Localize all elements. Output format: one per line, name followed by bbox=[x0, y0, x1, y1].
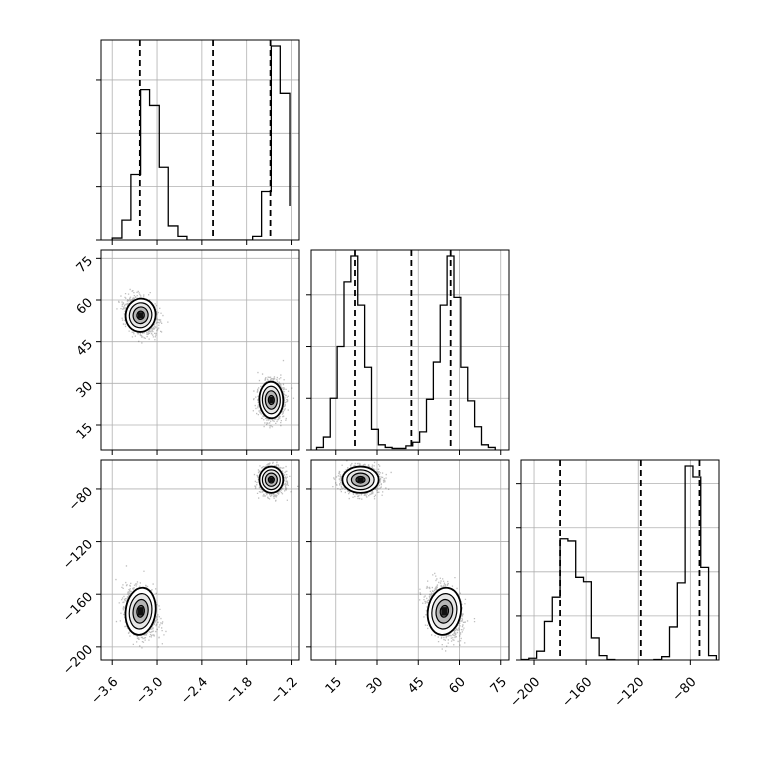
x-tick-label-p3: −120 bbox=[612, 675, 648, 711]
y-tick-label-p2: 75 bbox=[74, 254, 96, 276]
histogram-panel-2 bbox=[306, 249, 510, 455]
y-tick-label-p2: 45 bbox=[74, 337, 96, 359]
density-peak bbox=[269, 396, 274, 404]
x-tick-label-p2: 45 bbox=[405, 675, 427, 697]
density-peak bbox=[441, 607, 448, 616]
x-tick-label-p2: 15 bbox=[323, 675, 345, 697]
x-tick-label-p1: −3.6 bbox=[89, 675, 122, 708]
histogram-step bbox=[111, 45, 291, 240]
x-tick-label-p3: −200 bbox=[507, 675, 543, 711]
scatter-points bbox=[332, 460, 476, 652]
scatter-frame bbox=[100, 459, 300, 661]
y-tick-label-p3: −160 bbox=[60, 590, 96, 626]
histogram-frame bbox=[310, 249, 510, 451]
histogram-panel-1 bbox=[96, 39, 300, 245]
y-tick-label-p2: 60 bbox=[74, 295, 96, 317]
x-tick-label-p2: 60 bbox=[446, 675, 468, 697]
density-peak bbox=[269, 477, 274, 483]
y-tick-label-p2: 30 bbox=[74, 379, 96, 401]
x-tick-label-p3: −160 bbox=[560, 675, 596, 711]
x-tick-label-p1: −1.2 bbox=[268, 675, 301, 708]
density-peak bbox=[357, 477, 364, 483]
histogram-frame bbox=[100, 39, 300, 241]
histogram-step bbox=[315, 255, 496, 450]
x-tick-label-p1: −3.0 bbox=[133, 675, 166, 708]
histogram-frame bbox=[520, 459, 720, 661]
x-tick-label-p2: 30 bbox=[364, 675, 386, 697]
x-tick-label-p2: 75 bbox=[488, 675, 510, 697]
x-tick-label-p3: −80 bbox=[670, 675, 700, 705]
x-tick-label-p1: −1.8 bbox=[223, 675, 256, 708]
density-peak bbox=[137, 607, 144, 616]
scatter-points bbox=[116, 288, 295, 429]
density-peak bbox=[137, 312, 144, 319]
y-tick-label-p3: −120 bbox=[60, 537, 96, 573]
scatter-panel-2-3 bbox=[306, 459, 510, 665]
scatter-panel-1-3 bbox=[96, 459, 300, 665]
scatter-points bbox=[115, 461, 299, 649]
scatter-frame bbox=[100, 249, 300, 451]
histogram-step bbox=[521, 465, 718, 660]
y-tick-label-p2: 15 bbox=[74, 420, 96, 442]
scatter-panel-1-2 bbox=[96, 249, 300, 455]
scatter-frame bbox=[310, 459, 510, 661]
histogram-panel-3 bbox=[516, 459, 720, 665]
y-tick-label-p3: −200 bbox=[60, 642, 96, 678]
y-tick-label-p3: −80 bbox=[66, 484, 96, 514]
x-tick-label-p1: −2.4 bbox=[178, 675, 211, 708]
